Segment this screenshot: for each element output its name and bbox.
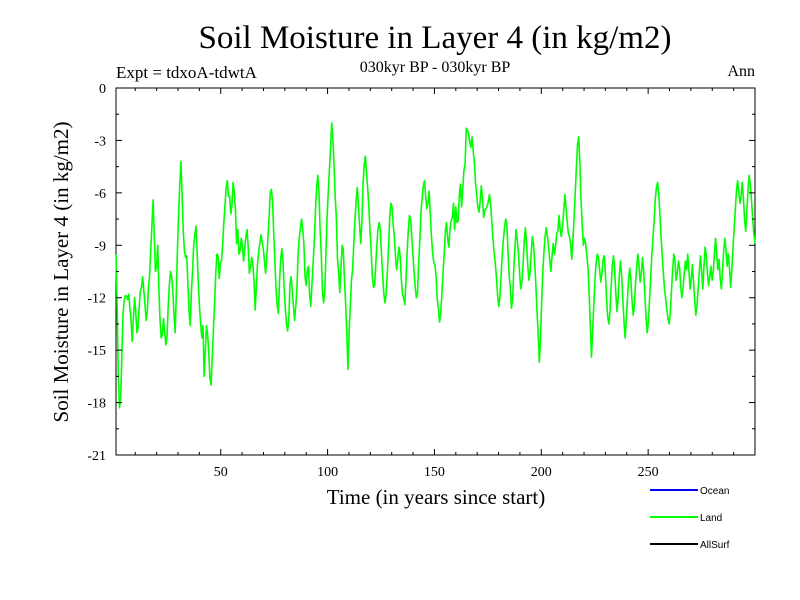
y-tick-label: -21 <box>87 449 106 464</box>
y-axis-label: Soil Moisture in Layer 4 (in kg/m2) <box>49 122 73 423</box>
x-tick-label: 50 <box>214 465 228 480</box>
y-axis: 0 -3 -6 -9 -12 -15 -18 -21 <box>87 82 755 464</box>
x-axis-label: Time (in years since start) <box>327 485 546 509</box>
x-tick-label: 150 <box>424 465 445 480</box>
experiment-label: Expt = tdxoA-tdwtA <box>116 63 258 82</box>
x-tick-label: 100 <box>317 465 338 480</box>
legend-label-land: Land <box>700 513 722 524</box>
y-tick-label: -18 <box>87 397 106 412</box>
y-tick-label: -3 <box>94 134 106 149</box>
chart-subtitle: 030kyr BP - 030kyr BP <box>360 59 511 76</box>
y-tick-label: -6 <box>94 187 106 202</box>
x-axis: 50 100 150 200 250 <box>134 88 735 480</box>
y-tick-label: -12 <box>87 292 106 307</box>
chart-title: Soil Moisture in Layer 4 (in kg/m2) <box>199 20 672 56</box>
y-tick-label: 0 <box>99 82 106 97</box>
y-tick-label: -9 <box>94 239 106 254</box>
legend-label-allsurf: AllSurf <box>700 540 730 551</box>
series-layer <box>115 122 756 409</box>
period-label: Ann <box>727 63 755 80</box>
legend-label-ocean: Ocean <box>700 486 729 497</box>
x-tick-label: 200 <box>531 465 552 480</box>
plot-area <box>115 87 756 456</box>
y-tick-label: -15 <box>87 344 106 359</box>
x-tick-label: 250 <box>638 465 659 480</box>
legend: Ocean Land AllSurf <box>650 486 730 551</box>
series-line-land <box>115 122 756 409</box>
